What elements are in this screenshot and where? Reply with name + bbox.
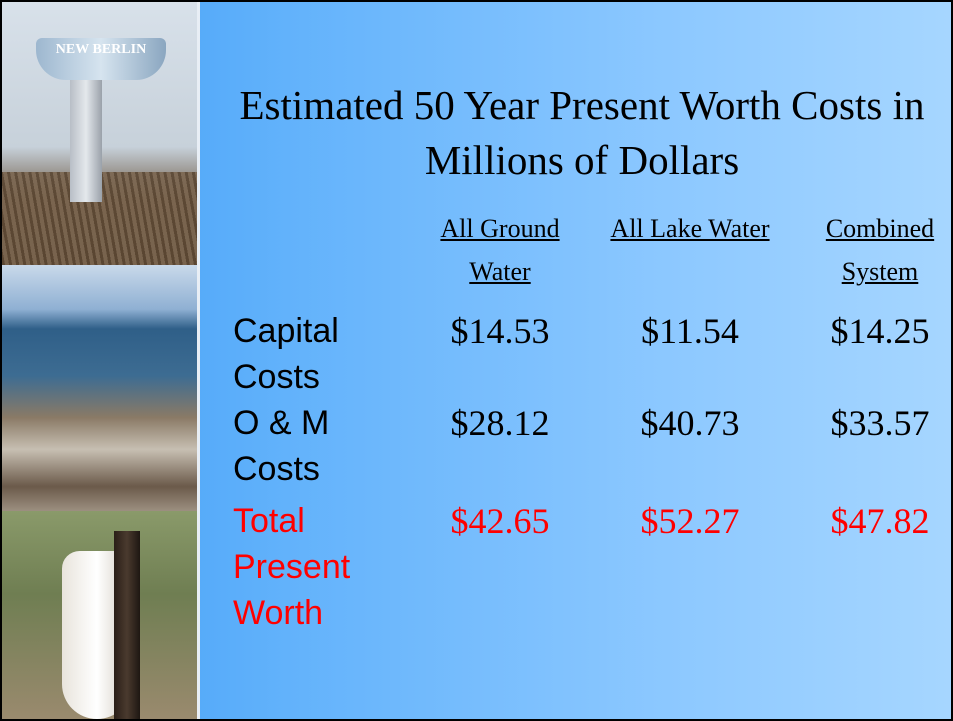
cell: $11.54: [641, 311, 739, 351]
tower-tank: [36, 38, 166, 80]
column-header: All Lake Water: [610, 214, 770, 243]
row-label: O & M Costs: [233, 404, 330, 488]
separator: [197, 2, 200, 719]
row-label: Capital Costs: [233, 312, 339, 396]
cell: $14.53: [450, 311, 550, 351]
column-header: Combined System: [825, 214, 935, 286]
column-header: All Ground Water: [440, 214, 560, 286]
cell: $14.25: [830, 311, 930, 351]
row-label: Total Present Worth: [233, 502, 351, 632]
cell: $52.27: [640, 501, 740, 541]
cell: $33.57: [830, 403, 930, 443]
cell: $42.65: [450, 501, 550, 541]
photo-water-tower: NEW BERLIN: [2, 2, 197, 265]
slide-title: Estimated 50 Year Present Worth Costs in…: [239, 82, 925, 183]
pipe: [114, 531, 140, 719]
tower-sign: NEW BERLIN: [55, 42, 147, 57]
cell: $28.12: [450, 403, 550, 443]
photo-well: [2, 511, 197, 719]
cell: $47.82: [830, 501, 930, 541]
cell: $40.73: [640, 403, 740, 443]
tower: [70, 72, 102, 202]
photo-lake: [2, 265, 197, 511]
